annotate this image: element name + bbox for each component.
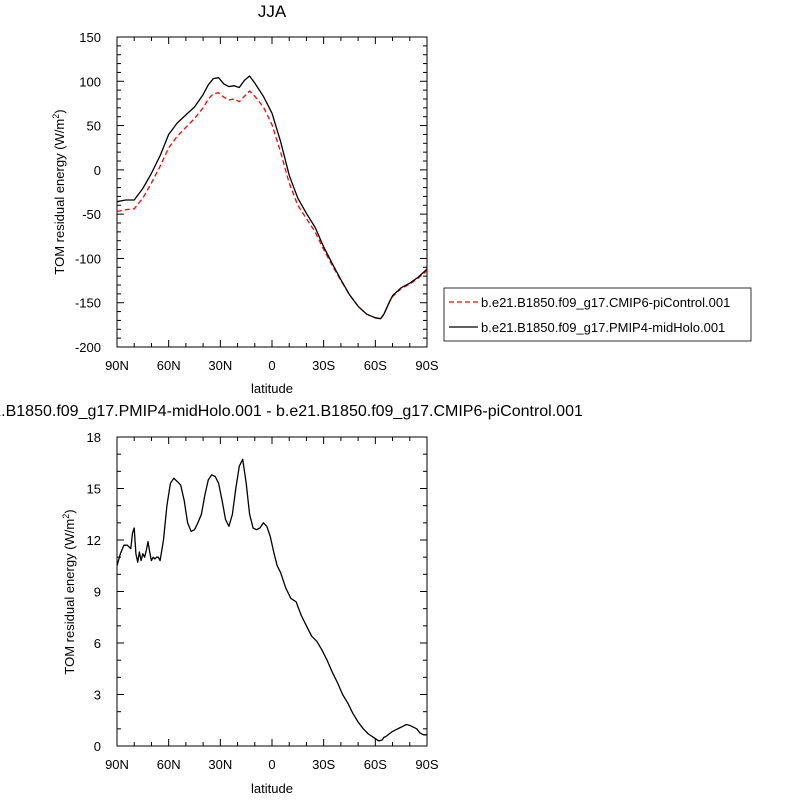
bottom-x-ticks: 90N 60N 30N 0 30S 60S 90S xyxy=(105,437,439,772)
bottom-x-tick-label: 60S xyxy=(364,757,387,772)
legend-box xyxy=(443,287,752,342)
bottom-y-tick-label: 15 xyxy=(87,482,101,497)
top-y-tick-label: -150 xyxy=(75,296,101,311)
bottom-x-tick-label: 90N xyxy=(105,757,129,772)
bottom-y-tick-label: 9 xyxy=(94,585,101,600)
top-series-line-0 xyxy=(116,90,428,320)
bottom-chart-title: b.e21.B1850.f09_g17.PMIP4-midHolo.001 - … xyxy=(0,403,583,420)
top-plot-frame xyxy=(116,36,428,348)
bottom-y-tick-label: 12 xyxy=(87,533,101,548)
top-x-axis-label: latitude xyxy=(251,381,293,396)
bottom-y-ticks: 0 3 6 9 12 15 18 xyxy=(87,430,427,754)
bottom-x-axis-label: latitude xyxy=(251,781,293,796)
top-x-tick-label: 0 xyxy=(268,358,275,373)
top-x-tick-label: 30N xyxy=(208,358,232,373)
top-legend: b.e21.B1850.f09_g17.CMIP6-piControl.001 … xyxy=(443,287,752,342)
top-y-tick-label: 50 xyxy=(87,119,101,134)
top-series-lines xyxy=(116,75,428,320)
top-y-tick-label: 0 xyxy=(94,163,101,178)
top-x-ticks: 90N 60N 30N 0 30S 60S 90S xyxy=(105,37,439,373)
top-y-tick-label: 150 xyxy=(79,30,101,45)
top-y-tick-label: -100 xyxy=(75,251,101,266)
top-series-line-1 xyxy=(116,75,428,320)
top-chart-title: JJA xyxy=(258,2,287,21)
legend-label-picontrol: b.e21.B1850.f09_g17.CMIP6-piControl.001 xyxy=(481,295,730,310)
bottom-x-tick-label: 30S xyxy=(312,757,335,772)
top-x-tick-label: 60N xyxy=(157,358,181,373)
top-y-ticks: -200 -150 -100 -50 0 50 100 150 xyxy=(75,30,427,355)
top-panel: JJA 90N 60N 30N 0 30S 60S 90S -200 -150 -100 -50 0… xyxy=(51,2,752,396)
bottom-y-axis-label: TOM residual energy (W/m2) xyxy=(61,509,77,674)
top-y-axis-label: TOM residual energy (W/m2) xyxy=(51,109,67,274)
top-x-tick-label: 90S xyxy=(415,358,438,373)
top-x-tick-label: 60S xyxy=(364,358,387,373)
bottom-y-tick-label: 18 xyxy=(87,430,101,445)
bottom-x-tick-label: 30N xyxy=(208,757,232,772)
top-y-tick-label: 100 xyxy=(79,74,101,89)
legend-label-midholo: b.e21.B1850.f09_g17.PMIP4-midHolo.001 xyxy=(481,320,725,335)
bottom-panel: b.e21.B1850.f09_g17.PMIP4-midHolo.001 - … xyxy=(0,403,583,796)
bottom-y-tick-label: 0 xyxy=(94,739,101,754)
bottom-series-line-0 xyxy=(116,458,427,742)
bottom-x-tick-label: 60N xyxy=(157,757,181,772)
top-x-tick-label: 90N xyxy=(105,358,129,373)
bottom-x-tick-label: 90S xyxy=(415,757,438,772)
bottom-plot-frame xyxy=(116,436,428,747)
top-y-tick-label: -200 xyxy=(75,340,101,355)
bottom-series-lines xyxy=(116,458,427,742)
top-y-tick-label: -50 xyxy=(82,207,101,222)
bottom-y-tick-label: 6 xyxy=(94,636,101,651)
bottom-y-tick-label: 3 xyxy=(94,688,101,703)
top-x-tick-label: 30S xyxy=(312,358,335,373)
bottom-x-tick-label: 0 xyxy=(268,757,275,772)
